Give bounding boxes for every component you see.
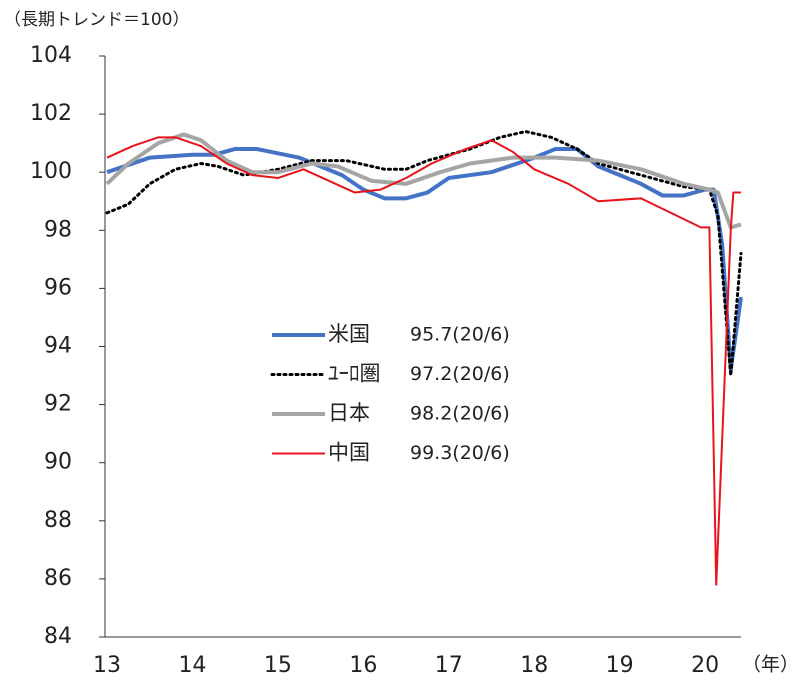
legend-value: 95.7(20/6) bbox=[410, 324, 510, 346]
y-tick-label: 96 bbox=[44, 275, 72, 300]
y-tick-label: 90 bbox=[44, 450, 72, 475]
x-tick-label: 17 bbox=[435, 653, 463, 678]
legend-value: 97.2(20/6) bbox=[410, 363, 510, 385]
legend-label: 日本 bbox=[328, 401, 370, 425]
x-tick-label: 19 bbox=[606, 653, 634, 678]
x-tick-label: 18 bbox=[520, 653, 548, 678]
y-tick-label: 98 bbox=[44, 217, 72, 242]
y-tick-label: 104 bbox=[30, 43, 72, 68]
x-tick-label: 20 bbox=[691, 653, 719, 678]
y-tick-label: 84 bbox=[44, 624, 72, 649]
legend-value: 99.3(20/6) bbox=[410, 442, 510, 464]
x-axis-label: （年） bbox=[742, 654, 796, 676]
y-tick-label: 88 bbox=[44, 508, 72, 533]
x-tick-label: 13 bbox=[93, 653, 121, 678]
y-tick-label: 102 bbox=[30, 101, 72, 126]
legend-label: 米国 bbox=[328, 322, 370, 346]
y-tick-label: 86 bbox=[44, 566, 72, 591]
series-line bbox=[106, 136, 741, 586]
x-tick-label: 14 bbox=[178, 653, 206, 678]
y-tick-label: 94 bbox=[44, 334, 72, 359]
series-line bbox=[105, 132, 742, 230]
x-tick-label: 16 bbox=[349, 653, 377, 678]
y-tick-label: 100 bbox=[30, 159, 72, 184]
legend-label: 中国 bbox=[328, 441, 370, 465]
y-axis-label: （長期トレンド＝100） bbox=[4, 10, 189, 30]
series-line bbox=[105, 130, 743, 378]
y-tick-label: 92 bbox=[44, 392, 72, 417]
x-tick-label: 15 bbox=[264, 653, 292, 678]
legend-label: ﾕｰﾛ圏 bbox=[328, 362, 381, 386]
legend-value: 98.2(20/6) bbox=[410, 403, 510, 425]
series-line bbox=[106, 146, 743, 372]
